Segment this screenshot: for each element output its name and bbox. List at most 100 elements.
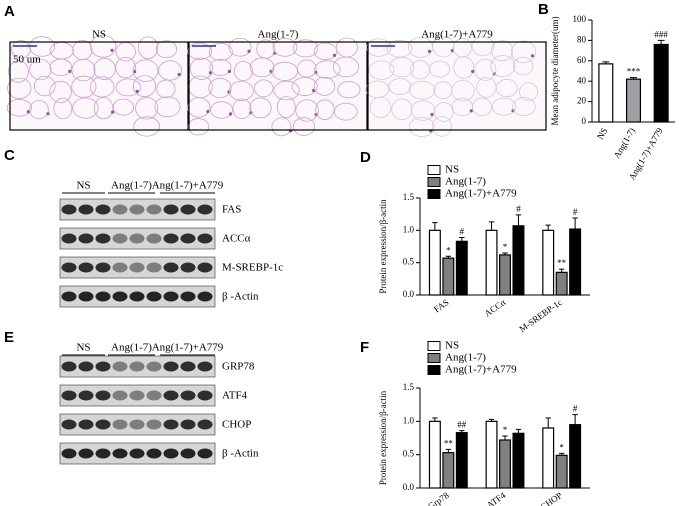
cell: [271, 117, 292, 137]
cell: [49, 80, 72, 103]
cell: [135, 97, 159, 120]
cell: [249, 57, 275, 78]
blot-label: CHOP: [222, 419, 251, 431]
cell: [208, 43, 233, 61]
blot-band: [129, 448, 145, 459]
error-bar: [558, 268, 565, 273]
cell: [292, 117, 316, 136]
blot-band: [78, 361, 94, 372]
nucleus: [135, 89, 139, 93]
cell: [313, 76, 336, 96]
error-bar: [432, 222, 438, 231]
blot-band: [180, 233, 196, 244]
blot-bg: [59, 198, 216, 221]
y-axis-label: Mean adipocyte diameter(um): [550, 17, 560, 126]
cell: [228, 37, 252, 57]
bar: [428, 420, 441, 489]
bar: [555, 271, 568, 296]
panel-letter: B: [538, 1, 549, 18]
cell: [292, 39, 319, 58]
image-label: Ang(1-7): [258, 29, 299, 41]
y-tick-label: 80: [577, 34, 587, 44]
bar: [569, 424, 582, 489]
nucleus: [177, 72, 181, 77]
cell: [72, 97, 99, 119]
y-tick-label: 1.0: [403, 224, 415, 234]
blot-band: [163, 361, 179, 372]
cell: [249, 97, 272, 119]
blot-band: [146, 361, 162, 372]
error-bar: [515, 214, 522, 226]
y-axis-label: Protein expression/β-actin: [378, 390, 388, 485]
nucleus: [26, 110, 30, 114]
significance: *: [559, 442, 564, 452]
y-tick-label: 1.5: [403, 382, 415, 392]
legend-label: Ang(1-7)+A779: [445, 364, 517, 376]
x-tick-label: Ang(1-7): [612, 126, 637, 160]
y-tick-label: 20: [577, 96, 587, 106]
cell: [49, 58, 73, 77]
blot-band: [95, 291, 111, 302]
cell: [210, 101, 233, 119]
cell: [89, 34, 117, 58]
cell: [337, 81, 361, 99]
blot-band: [163, 262, 179, 273]
blot-band: [197, 390, 213, 401]
bar: [455, 432, 468, 489]
blot-band: [197, 262, 213, 273]
legend-label: Ang(1-7)+A779: [445, 188, 517, 200]
cell: [495, 78, 518, 98]
nucleus: [133, 69, 137, 74]
cell: [409, 80, 436, 100]
blot-band: [129, 390, 145, 401]
blot-band: [78, 448, 94, 459]
significance: ***: [627, 67, 641, 77]
error-bar: [502, 435, 508, 440]
blot-band: [61, 448, 77, 459]
cell: [297, 59, 317, 78]
blot-band: [146, 390, 162, 401]
cell: [29, 100, 49, 120]
error-bar: [459, 430, 465, 433]
cell: [6, 98, 32, 117]
cell: [132, 75, 157, 98]
blot-label: GRP78: [222, 361, 255, 373]
bar: [499, 439, 511, 489]
blot-band: [129, 291, 145, 302]
error-bar: [445, 448, 452, 453]
cell: [389, 56, 415, 78]
significance: **: [557, 258, 567, 268]
y-tick-label: 0.0: [403, 482, 415, 492]
cell: [432, 35, 455, 58]
cell: [315, 99, 335, 120]
cell: [72, 39, 93, 61]
blot-band: [180, 419, 196, 430]
legend-label: Ang(1-7): [445, 352, 486, 364]
cell: [187, 42, 212, 60]
cell: [272, 38, 298, 57]
blot-band: [146, 204, 162, 215]
blot-band: [197, 419, 213, 430]
blot-band: [129, 419, 145, 430]
cell: [490, 55, 516, 78]
blot-band: [61, 291, 77, 302]
cell: [155, 40, 178, 59]
blot-band: [112, 233, 128, 244]
cell: [276, 96, 296, 118]
error-bar: [432, 417, 438, 422]
group-label: Ang(1-7)+A779: [152, 180, 224, 192]
cell: [391, 98, 413, 121]
blot-band: [112, 291, 128, 302]
cell: [228, 80, 254, 101]
legend-swatch: [427, 365, 441, 375]
cell: [71, 75, 97, 98]
cell: [291, 77, 318, 96]
blot-band: [61, 262, 77, 273]
blot-band: [112, 448, 128, 459]
cell: [189, 57, 214, 80]
legend-label: NS: [445, 340, 459, 352]
blot-band: [163, 204, 179, 215]
blot-band: [197, 448, 213, 459]
cell: [187, 97, 211, 118]
blot-band: [95, 361, 111, 372]
